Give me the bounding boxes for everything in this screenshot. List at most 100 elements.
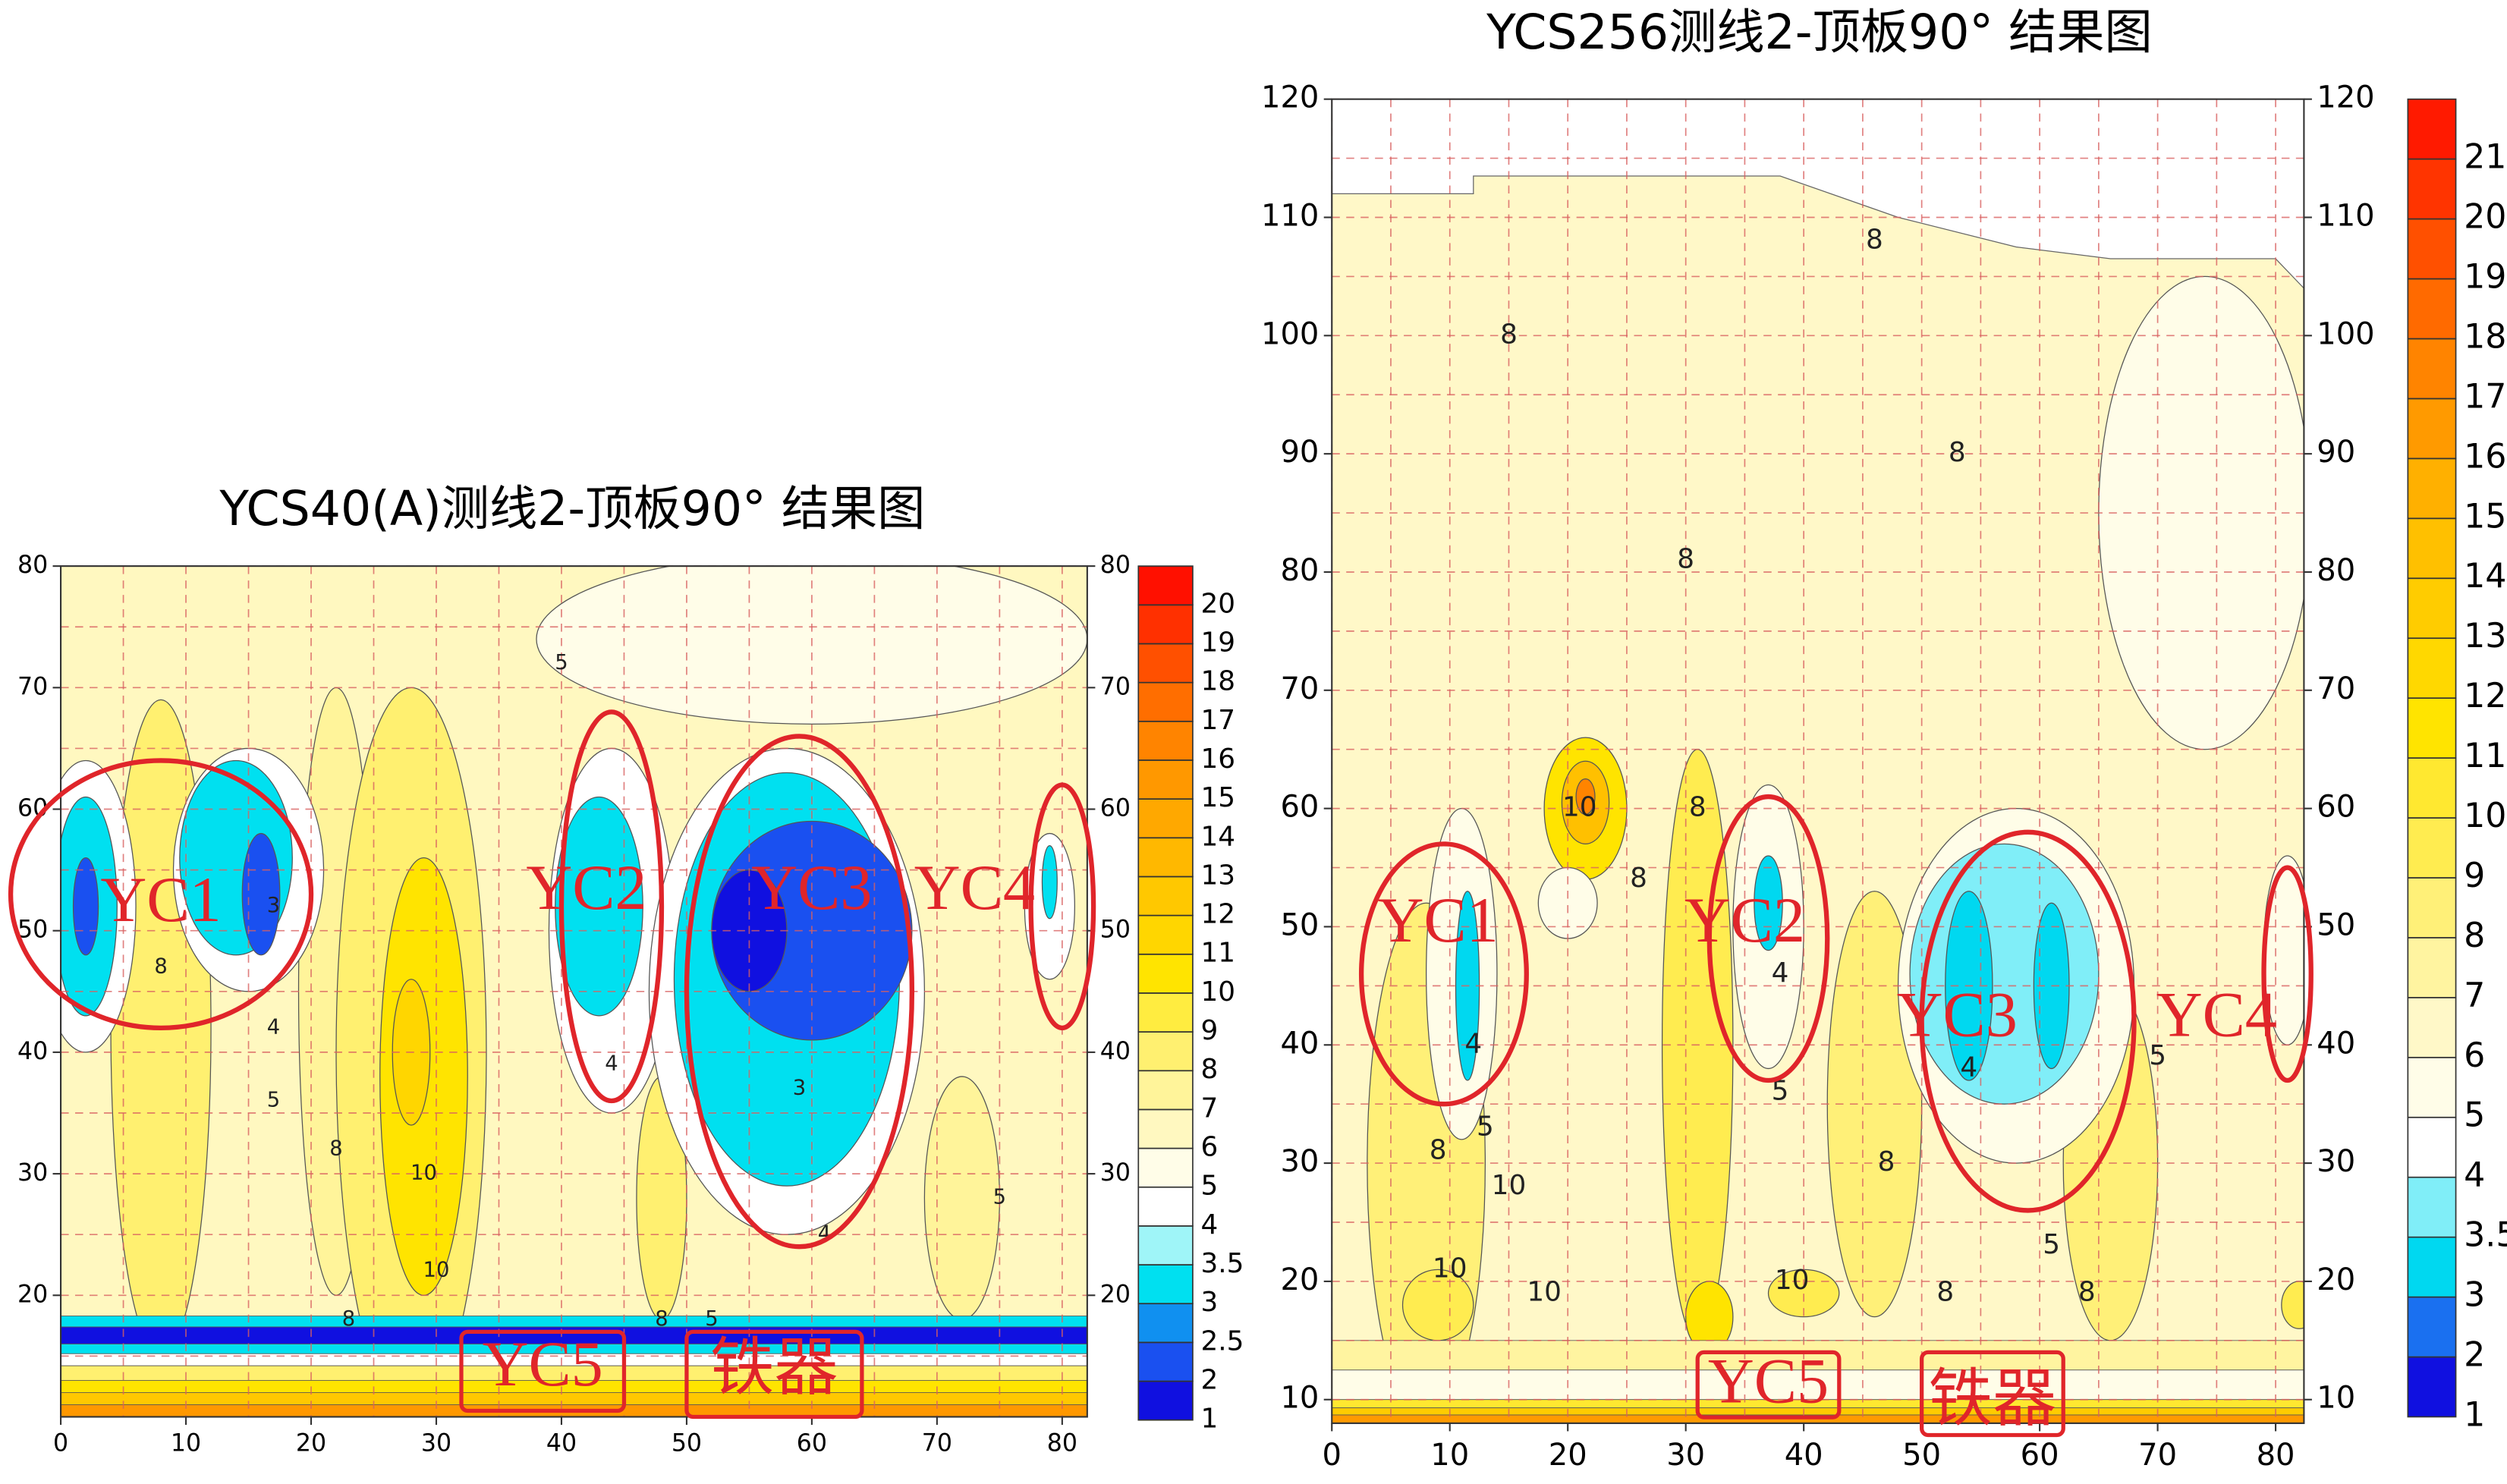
- plot-frame: [1331, 98, 2305, 1424]
- colorbar-band: [2407, 1116, 2457, 1178]
- colorbar-label: 16: [2464, 437, 2506, 476]
- annotation-label: YC5: [1708, 1346, 1829, 1416]
- annotation-label: YC2: [526, 853, 646, 923]
- y-tick-label: 30: [2317, 1144, 2355, 1179]
- y-tick-label: 40: [1100, 1038, 1131, 1065]
- x-tick-label: 70: [922, 1429, 952, 1457]
- y-tick-label: 70: [2317, 671, 2355, 706]
- x-tick-label: 40: [546, 1429, 577, 1457]
- colorbar-band: [2407, 1236, 2457, 1298]
- contour-label: 5: [1477, 1111, 1494, 1142]
- colorbar-label: 13: [1200, 860, 1235, 891]
- colorbar-band: [2407, 457, 2457, 520]
- colorbar-band: [1137, 837, 1194, 878]
- y-tick-label: 120: [2317, 80, 2374, 115]
- contour-label: 3: [793, 1076, 806, 1099]
- colorbar-label: 6: [1200, 1132, 1218, 1163]
- contour-label: 5: [705, 1307, 718, 1331]
- y-tick-label: 90: [1280, 435, 1319, 470]
- colorbar-band: [1137, 759, 1194, 800]
- contour-zone: [241, 832, 281, 956]
- contour-label: 8: [154, 954, 167, 978]
- contour-label: 10: [1492, 1170, 1527, 1201]
- colorbar-label: 9: [2464, 857, 2485, 895]
- colorbar-label: 14: [1200, 821, 1235, 852]
- colorbar-label: 15: [2464, 497, 2506, 536]
- contour-zone: [555, 796, 643, 1017]
- y-tick-label: 40: [2317, 1026, 2355, 1061]
- colorbar-band: [2407, 278, 2457, 340]
- annotation-ellipse: [1706, 794, 1830, 1083]
- contour-label: 8: [1866, 225, 1883, 256]
- colorbar-band: [1137, 565, 1194, 606]
- colorbar-band: [1137, 1341, 1194, 1382]
- colorbar-band: [2407, 1176, 2457, 1238]
- contour-band: [1332, 1340, 2304, 1371]
- y-tick-label: 30: [17, 1159, 48, 1187]
- contour-zone: [1041, 844, 1058, 920]
- annotation-label: 铁器: [1929, 1364, 2057, 1435]
- colorbar-label: 3: [2464, 1276, 2485, 1315]
- y-tick-label: 20: [17, 1281, 48, 1308]
- colorbar-band: [2407, 338, 2457, 400]
- contour-label: 8: [1630, 863, 1647, 894]
- colorbar-label: 10: [1200, 976, 1235, 1008]
- contour-label: 8: [2078, 1276, 2096, 1307]
- colorbar-band: [2407, 877, 2457, 939]
- colorbar-label: 20: [1200, 588, 1235, 619]
- contour-label: 4: [267, 1015, 280, 1039]
- x-tick-label: 20: [1549, 1438, 1587, 1473]
- contour-label: 5: [1772, 1076, 1789, 1107]
- annotation-ellipse: [2261, 865, 2314, 1083]
- colorbar-label: 18: [2464, 317, 2506, 356]
- colorbar-label: 10: [2464, 797, 2506, 835]
- colorbar-band: [1137, 1186, 1194, 1227]
- colorbar-band: [1137, 720, 1194, 761]
- colorbar-band: [1137, 914, 1194, 955]
- colorbar-band: [2407, 1296, 2457, 1358]
- colorbar-band: [2407, 98, 2457, 160]
- colorbar-band: [2407, 1056, 2457, 1118]
- colorbar-label: 13: [2464, 617, 2506, 656]
- colorbar-band: [2407, 637, 2457, 699]
- y-tick-label: 30: [1100, 1159, 1131, 1187]
- contour-label: 10: [1527, 1276, 1562, 1307]
- colorbar-band: [1137, 1380, 1194, 1421]
- contour-band: [61, 1316, 1087, 1328]
- colorbar-band: [2407, 817, 2457, 879]
- y-tick-label: 30: [1280, 1144, 1319, 1179]
- colorbar-label: 8: [2464, 916, 2485, 955]
- colorbar-band: [2407, 937, 2457, 998]
- contour-label: 8: [655, 1307, 668, 1331]
- colorbar-label: 3.5: [1200, 1248, 1244, 1279]
- contour-zone: [2281, 1281, 2304, 1329]
- y-tick-label: 20: [1280, 1262, 1319, 1297]
- y-tick-label: 60: [1100, 795, 1131, 822]
- colorbar-label: 19: [1200, 627, 1235, 658]
- annotation-label: YC5: [483, 1329, 603, 1400]
- contour-label: 5: [2149, 1040, 2166, 1071]
- colorbar-label: 18: [1200, 666, 1235, 697]
- y-tick-label: 50: [1280, 907, 1319, 942]
- colorbar-label: 9: [1200, 1015, 1218, 1046]
- contour-label: 8: [1878, 1146, 1895, 1177]
- x-tick-label: 80: [1047, 1429, 1077, 1457]
- contour-label: 8: [342, 1307, 355, 1331]
- y-tick-label: 50: [1100, 916, 1131, 944]
- colorbar-band: [1137, 1108, 1194, 1149]
- colorbar-band: [1137, 643, 1194, 684]
- annotation-ellipse: [1028, 782, 1096, 1031]
- colorbar-label: 12: [2464, 677, 2506, 715]
- colorbar-band: [1137, 1264, 1194, 1305]
- x-tick-label: 0: [53, 1429, 68, 1457]
- colorbar-band: [2407, 218, 2457, 280]
- colorbar-label: 4: [1200, 1209, 1218, 1240]
- colorbar-label: 17: [1200, 705, 1235, 736]
- colorbar-label: 5: [1200, 1171, 1218, 1202]
- annotation-ellipse: [8, 758, 314, 1031]
- annotation-box: [1695, 1350, 1842, 1420]
- colorbar-label: 4: [2464, 1156, 2485, 1195]
- y-tick-label: 60: [2317, 790, 2355, 825]
- annotation-ellipse: [1919, 829, 2137, 1213]
- annotation-label: YC1: [1378, 885, 1499, 956]
